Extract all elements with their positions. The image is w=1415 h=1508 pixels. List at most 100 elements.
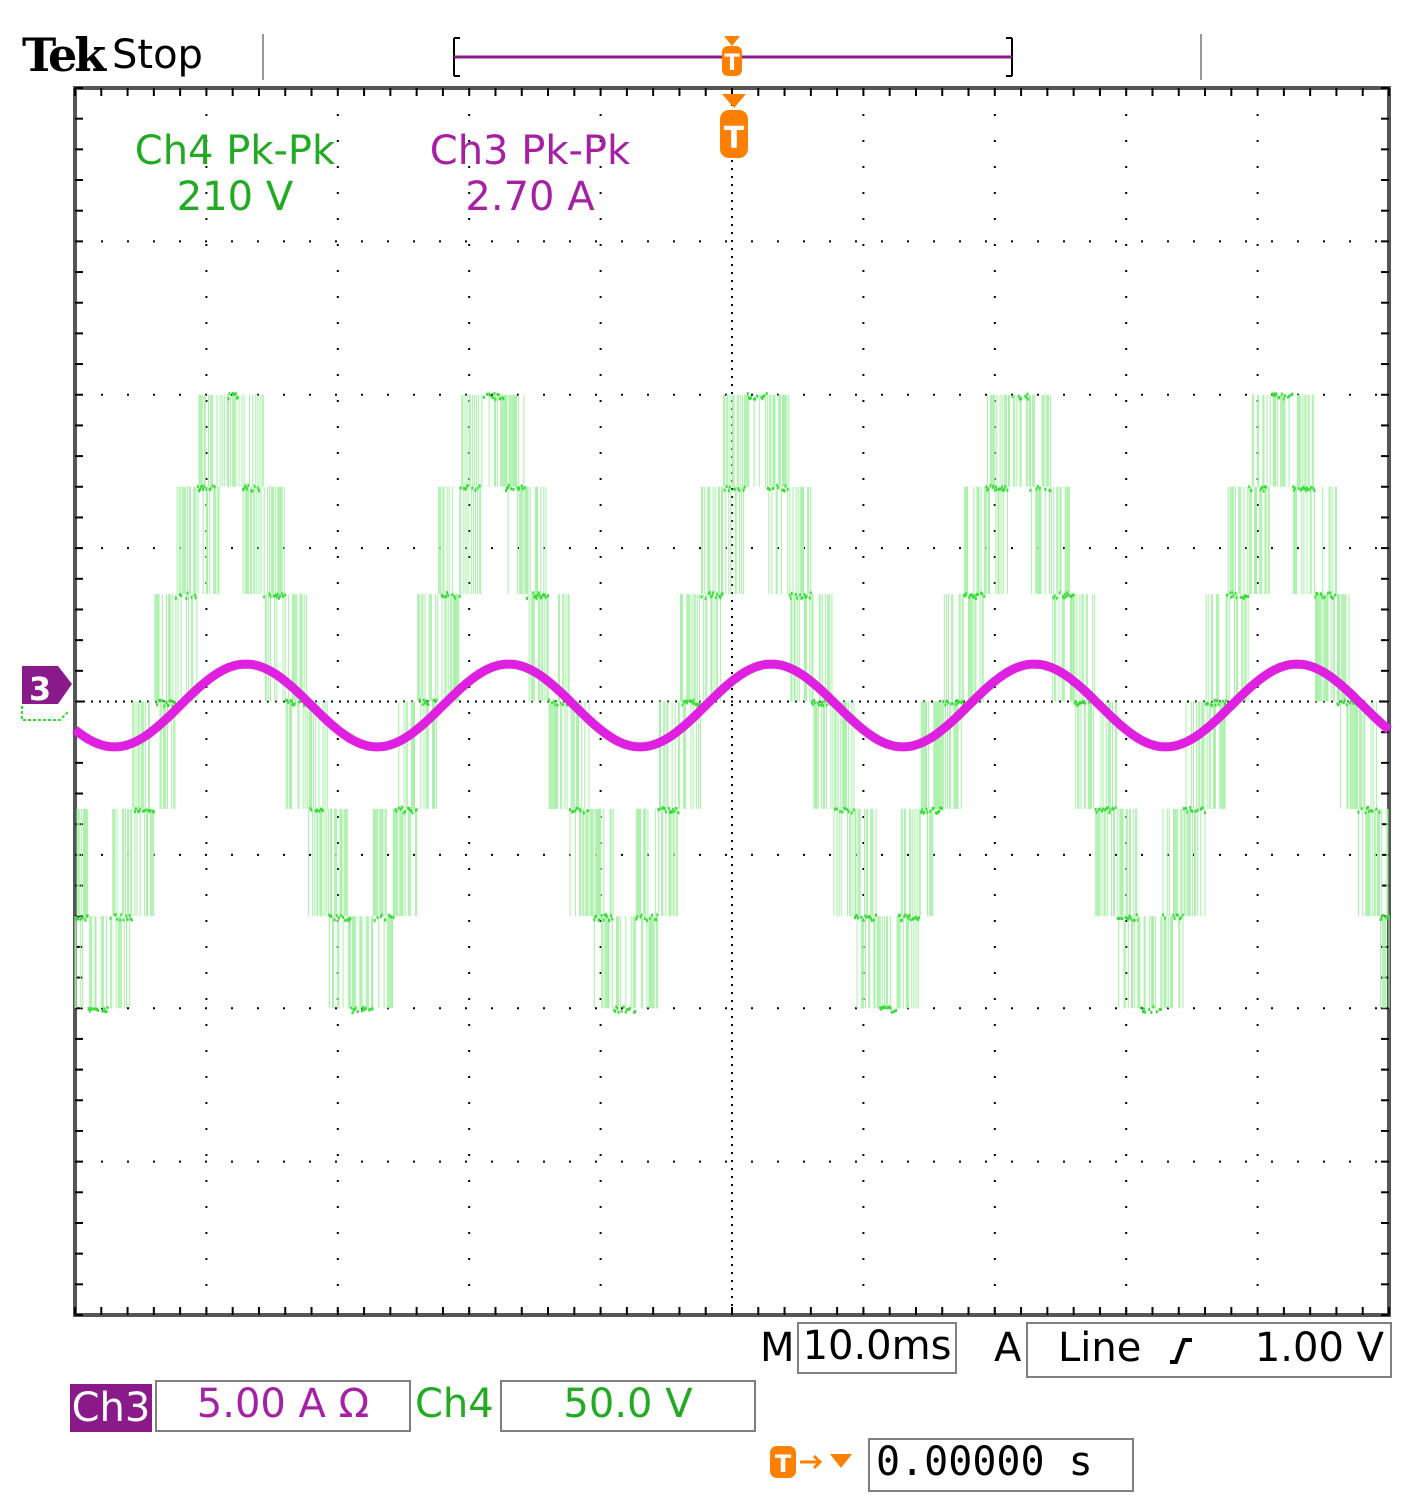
record-view-bar[interactable]: T xyxy=(440,30,1030,90)
ch4-level-point xyxy=(292,703,295,707)
ch4-level-point xyxy=(920,810,923,814)
ch4-level-point xyxy=(1144,1010,1147,1014)
waveform-display[interactable]: T 3 xyxy=(0,0,1415,1340)
ch3-scale-readout[interactable]: 5.00 A Ω xyxy=(155,1380,411,1432)
ch4-level-point xyxy=(655,918,658,922)
ch4-level-point xyxy=(253,484,256,488)
ch4-level-point xyxy=(143,809,146,813)
ch4-level-point xyxy=(721,592,724,596)
ch4-label[interactable]: Ch4 xyxy=(415,1381,494,1427)
ch4-level-point xyxy=(582,811,585,815)
ch4-level-point xyxy=(981,592,984,596)
ch4-level-point xyxy=(1307,488,1310,492)
ch4-level-point xyxy=(834,807,836,811)
ch4-level-point xyxy=(126,917,129,921)
ch4-level-point xyxy=(330,914,333,918)
ch4-level-point xyxy=(1026,392,1029,396)
ch4-level-point xyxy=(245,485,248,489)
timebase-readout[interactable]: 10.0ms xyxy=(797,1322,957,1374)
header-separator-right xyxy=(1200,34,1202,80)
ch4-level-point xyxy=(692,701,695,705)
ch4-level-point xyxy=(969,593,972,597)
ch4-measurement-label: Ch4 Pk-Pk xyxy=(134,128,336,174)
ch4-level-point xyxy=(1350,700,1353,703)
ch4-level-point xyxy=(128,913,131,917)
ch4-level-point xyxy=(1224,702,1226,706)
ch4-level-point xyxy=(502,397,505,401)
ch4-level-point xyxy=(841,810,844,814)
ch4-level-point xyxy=(801,596,804,600)
ch4-level-point xyxy=(92,1007,95,1011)
ch4-level-point xyxy=(356,1010,359,1014)
ch4-level-point xyxy=(616,1006,619,1010)
ch4-level-point xyxy=(268,592,271,596)
ch4-level-point xyxy=(425,699,428,703)
ch4-level-point xyxy=(594,915,597,919)
ch4-level-point xyxy=(486,392,489,396)
ch4-level-point xyxy=(551,701,554,705)
ch4-level-point xyxy=(857,916,860,920)
ch4-level-point xyxy=(454,596,457,600)
ch3-label[interactable]: Ch3 xyxy=(70,1384,152,1432)
ch4-level-point xyxy=(989,484,992,488)
ch4-level-point xyxy=(1182,913,1184,917)
ch4-level-point xyxy=(329,914,332,918)
trigger-position-readout[interactable]: 0.00000 s xyxy=(868,1438,1134,1492)
ch4-level-point xyxy=(1095,810,1098,814)
ch4-level-point xyxy=(965,592,968,596)
ch4-level-point xyxy=(1189,805,1192,809)
ch4-level-point xyxy=(122,918,125,922)
ch4-level-point xyxy=(1029,488,1032,492)
ch4-level-point xyxy=(243,487,246,490)
ch4-level-point xyxy=(1072,593,1075,597)
ch4-level-point xyxy=(1078,701,1081,705)
ch4-level-point xyxy=(947,701,950,705)
ch4-level-point xyxy=(1105,807,1108,811)
ch4-level-point xyxy=(384,918,387,922)
ch4-level-point xyxy=(1309,488,1312,492)
ch4-level-point xyxy=(846,808,849,812)
ch4-level-point xyxy=(86,914,89,918)
ch4-level-point xyxy=(1215,699,1218,703)
ch4-level-point xyxy=(194,596,197,600)
ch4-level-point xyxy=(369,1007,372,1011)
ch4-level-point xyxy=(659,807,662,811)
ch4-level-point xyxy=(1098,807,1101,811)
ch4-level-point xyxy=(1352,701,1355,705)
ch4-level-point xyxy=(1139,1006,1142,1010)
ch4-level-point xyxy=(602,918,605,922)
ch4-level-point xyxy=(474,488,477,492)
ch4-level-point xyxy=(169,699,172,702)
ch4-level-point xyxy=(629,1006,631,1010)
ch4-level-point xyxy=(321,808,323,812)
ch4-level-point xyxy=(635,917,638,921)
ch4-level-point xyxy=(795,593,798,597)
ch4-level-point xyxy=(350,1006,353,1010)
ch4-level-point xyxy=(823,699,826,703)
ch4-scale-readout[interactable]: 50.0 V xyxy=(500,1380,756,1432)
ch4-level-point xyxy=(922,811,925,815)
ch4-level-point xyxy=(159,699,162,702)
ch4-level-point xyxy=(403,811,405,815)
ch4-level-point xyxy=(362,1006,364,1009)
ch4-level-point xyxy=(179,593,182,597)
trigger-readout[interactable]: Line 1.00 V xyxy=(1026,1322,1392,1378)
ch4-level-point xyxy=(1003,487,1006,491)
ch4-level-point xyxy=(918,916,921,920)
ch4-level-point xyxy=(1384,915,1387,919)
ch4-level-point xyxy=(954,703,957,706)
ch4-level-point xyxy=(574,809,577,813)
ch4-level-point xyxy=(917,918,920,922)
ch4-level-point xyxy=(762,394,765,398)
ch4-level-point xyxy=(1019,397,1021,401)
ch4-level-point xyxy=(517,488,520,492)
ch4-level-point xyxy=(811,703,814,707)
ch4-level-point xyxy=(711,594,713,598)
ch4-level-point xyxy=(572,810,575,813)
ch4-level-point xyxy=(88,1009,91,1013)
ch4-level-point xyxy=(617,1010,620,1014)
ch4-level-point xyxy=(166,703,169,707)
ch4-level-point xyxy=(883,1005,886,1009)
ch4-level-point xyxy=(105,1010,108,1014)
ch4-level-point xyxy=(213,485,216,489)
